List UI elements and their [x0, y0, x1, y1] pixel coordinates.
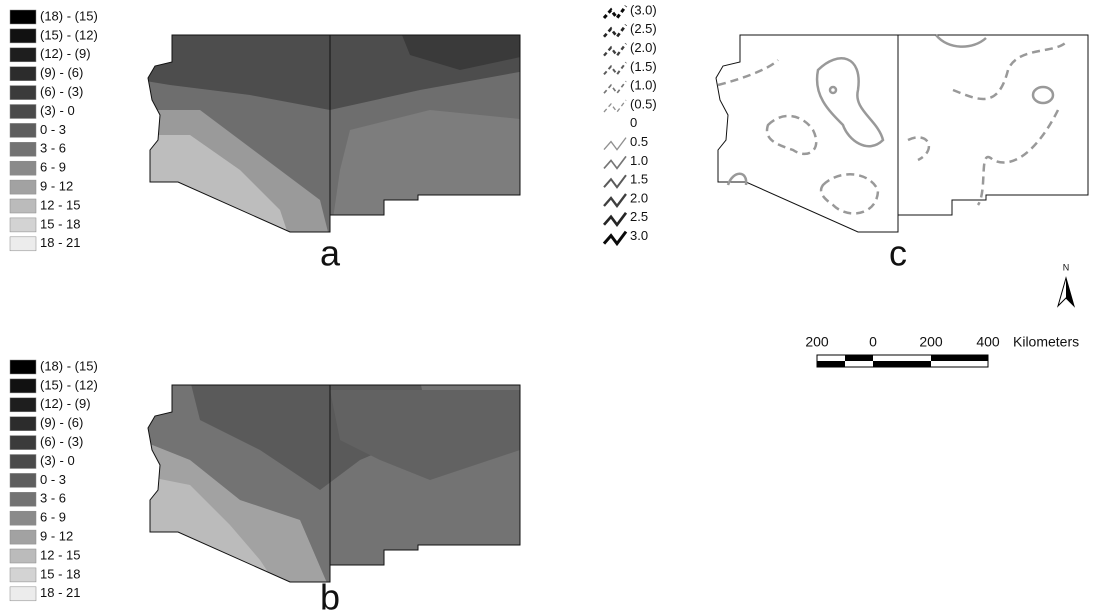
legend-swatch [10, 568, 36, 582]
contour-label: 0.5 [630, 134, 648, 149]
legend-label: (18) - (15) [40, 8, 98, 23]
contour-label: 1.0 [630, 153, 648, 168]
contour-label: 0 [630, 115, 637, 130]
legend-swatch [10, 86, 36, 100]
legend-label: 3 - 6 [40, 141, 66, 156]
legend-label: (15) - (12) [40, 27, 98, 42]
scale-bar [817, 355, 988, 367]
contour-symbol [604, 213, 626, 225]
legend-swatch [10, 67, 36, 81]
legend-label: 15 - 18 [40, 566, 80, 581]
legend-label: 18 - 21 [40, 235, 80, 250]
contour-symbol [604, 194, 626, 206]
map-fill [330, 110, 530, 240]
contour-label: (1.5) [630, 59, 657, 74]
contour-label: (2.5) [630, 21, 657, 36]
contour-label: 1.5 [630, 172, 648, 187]
page: N (18) - (15) (15) - (12) (12) - (9) (9) - … [0, 0, 1108, 616]
legend-swatch [10, 142, 36, 156]
legend-label: 15 - 18 [40, 216, 80, 231]
legend-swatch [10, 436, 36, 450]
legend-swatch [10, 123, 36, 137]
north-label: N [1063, 262, 1070, 272]
legend-label: 18 - 21 [40, 585, 80, 600]
legend-swatch [10, 10, 36, 24]
contour-label: 2.5 [630, 209, 648, 224]
scale-label: 400 [976, 334, 1000, 350]
contour-symbol [604, 175, 626, 187]
figure: N (18) - (15) (15) - (12) (12) - (9) (9) - … [0, 0, 1108, 616]
contour-label: (2.0) [630, 40, 657, 55]
legend-swatch [10, 473, 36, 487]
contour-label: 3.0 [630, 228, 648, 243]
legend-swatch [10, 492, 36, 506]
contour-symbol [604, 6, 626, 18]
legend-label: 9 - 12 [40, 179, 73, 194]
legend-label: (9) - (6) [40, 65, 83, 80]
contour-label: (3.0) [630, 2, 657, 17]
map-a [140, 30, 530, 240]
contour-symbol [604, 62, 626, 74]
legend-swatch [10, 417, 36, 431]
legend-label: (12) - (9) [40, 46, 91, 61]
contour-symbol [604, 25, 626, 37]
legend-swatch [10, 218, 36, 232]
panel-label: a [320, 233, 341, 274]
contour-label: (0.5) [630, 96, 657, 111]
scale-unit: Kilometers [1013, 334, 1079, 350]
legend-label: 6 - 9 [40, 510, 66, 525]
legend-swatch [10, 511, 36, 525]
legend-label: 9 - 12 [40, 529, 73, 544]
legend-swatch [10, 237, 36, 251]
contour-symbol [604, 100, 626, 112]
legend-swatch [10, 105, 36, 119]
legend-swatch [10, 455, 36, 469]
map-b [140, 380, 530, 590]
legend-label: (6) - (3) [40, 84, 83, 99]
legend-label: 0 - 3 [40, 122, 66, 137]
legend-swatch [10, 48, 36, 62]
contour-symbol [604, 138, 626, 150]
legend-label: (3) - 0 [40, 103, 75, 118]
scale-segment [845, 355, 873, 361]
scale-label: 0 [869, 334, 877, 350]
panel-label: c [889, 233, 907, 274]
contour-label: 2.0 [630, 190, 648, 205]
scale-label: 200 [805, 334, 829, 350]
legend-label: (18) - (15) [40, 358, 98, 373]
legend-swatch [10, 398, 36, 412]
legend-swatch [10, 199, 36, 213]
panel-label: b [320, 577, 340, 616]
map-c [716, 35, 1088, 232]
legend-label: (6) - (3) [40, 434, 83, 449]
contour-label: (1.0) [630, 78, 657, 93]
scale-segment [931, 355, 988, 361]
legend-swatch [10, 587, 36, 601]
legend-swatch [10, 29, 36, 43]
legend-swatch [10, 530, 36, 544]
contour-symbol [604, 44, 626, 56]
contour-symbol [604, 81, 626, 93]
legend-label: (9) - (6) [40, 415, 83, 430]
scale-label: 200 [919, 334, 943, 350]
legend-label: 12 - 15 [40, 547, 80, 562]
legend-swatch [10, 161, 36, 175]
legend-swatch [10, 360, 36, 374]
legend-label: (15) - (12) [40, 377, 98, 392]
legend-label: 6 - 9 [40, 160, 66, 175]
scale-segment [873, 361, 931, 367]
legend-label: 0 - 3 [40, 472, 66, 487]
legend-swatch [10, 379, 36, 393]
legend-label: (3) - 0 [40, 453, 75, 468]
legend-swatch [10, 180, 36, 194]
contour-symbol [604, 232, 626, 244]
contour-symbol [604, 156, 626, 168]
legend-label: 12 - 15 [40, 197, 80, 212]
legend-label: (12) - (9) [40, 396, 91, 411]
scale-segment [817, 361, 845, 367]
legend-label: 3 - 6 [40, 491, 66, 506]
legend-swatch [10, 549, 36, 563]
